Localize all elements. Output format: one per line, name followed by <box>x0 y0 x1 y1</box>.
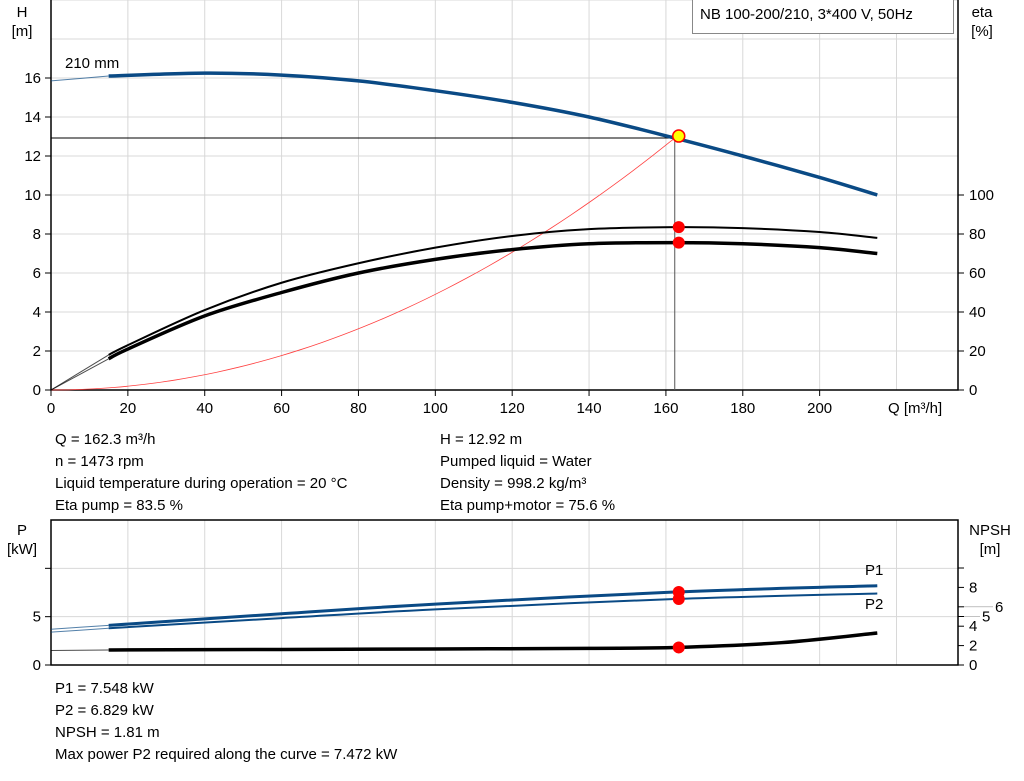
info-p2: P2 = 6.829 kW <box>55 702 154 719</box>
npsh-marker <box>672 641 685 654</box>
p1-label: P1 <box>865 562 883 579</box>
p2-marker <box>672 592 685 605</box>
y-axis-label: [kW] <box>7 541 37 558</box>
y-tick-label: 12 <box>24 148 41 165</box>
x-tick-label: 40 <box>196 400 213 417</box>
info-q: Q = 162.3 m³/h <box>55 431 156 448</box>
head-curve <box>108 71 878 197</box>
y-axis-label: P <box>17 522 27 539</box>
y-tick-label: 14 <box>24 109 41 126</box>
y-axis-label: H <box>17 4 28 21</box>
info-eta-pump-motor: Eta pump+motor = 75.6 % <box>440 497 616 514</box>
eta-pump-motor-marker <box>672 236 685 249</box>
system-curve <box>50 137 676 391</box>
y-right-tick-label: 40 <box>969 304 986 321</box>
npsh-curve <box>108 631 878 652</box>
info-p1: P1 = 7.548 kW <box>55 680 154 697</box>
y-right-axis-label: NPSH <box>969 522 1011 539</box>
y-right-tick-label: 100 <box>969 187 994 204</box>
info-density: Density = 998.2 kg/m³ <box>440 475 587 492</box>
info-temp: Liquid temperature during operation = 20… <box>55 475 348 492</box>
y-right-tick-label: 2 <box>969 638 977 655</box>
p1-curve-extension <box>50 624 109 630</box>
y-right-tick-label: 80 <box>969 226 986 243</box>
x-tick-label: 120 <box>500 400 525 417</box>
y-tick-label: 4 <box>33 304 41 321</box>
chart-title: NB 100-200/210, 3*400 V, 50Hz <box>700 6 913 23</box>
y-right-axis-label: eta <box>972 4 994 21</box>
info-n: n = 1473 rpm <box>55 453 144 470</box>
p1-curve <box>108 584 878 627</box>
eta-pump-motor-curve <box>107 240 878 361</box>
info-bottom: P1 = 7.548 kW P2 = 6.829 kW NPSH = 1.81 … <box>55 678 397 766</box>
info-liquid: Pumped liquid = Water <box>440 453 592 470</box>
y-right-tick-label: 0 <box>969 657 977 674</box>
eta-pump-curve <box>108 226 878 356</box>
info-top-left: Q = 162.3 m³/h n = 1473 rpm Liquid tempe… <box>55 429 347 517</box>
y-tick-label: 10 <box>24 187 41 204</box>
y-right-tick-label: 0 <box>969 382 977 399</box>
p2-label: P2 <box>865 596 883 613</box>
x-tick-label: 60 <box>273 400 290 417</box>
y-tick-label: 16 <box>24 70 41 87</box>
y-tick-label: 6 <box>33 265 41 282</box>
x-tick-label: 20 <box>120 400 137 417</box>
y-axis-label: [m] <box>12 23 33 40</box>
p2-curve <box>108 592 878 630</box>
y-tick-label: 0 <box>33 382 41 399</box>
duty-point-marker <box>672 129 686 143</box>
y-right-axis-label: [%] <box>971 23 993 40</box>
x-tick-label: 160 <box>653 400 678 417</box>
eta-pump-marker <box>672 221 685 234</box>
info-max-p2: Max power P2 required along the curve = … <box>55 746 398 763</box>
y-tick-label: 5 <box>33 609 41 626</box>
y-right-tick-label: 60 <box>969 265 986 282</box>
x-tick-label: 100 <box>423 400 448 417</box>
y-right-tick-label: 6 <box>995 599 1003 616</box>
info-h: H = 12.92 m <box>440 431 523 448</box>
eta-pump-curve-extension <box>50 354 109 391</box>
y-right-tick-label: 8 <box>969 579 977 596</box>
y-right-tick-label: 5 <box>982 609 990 626</box>
y-right-tick-label: 20 <box>969 343 986 360</box>
x-tick-label: 80 <box>350 400 367 417</box>
y-tick-label: 2 <box>33 343 41 360</box>
plot-frame-bottom <box>50 519 959 666</box>
impeller-diameter-label: 210 mm <box>65 55 119 72</box>
x-tick-label: 200 <box>807 400 832 417</box>
y-tick-label: 0 <box>33 657 41 674</box>
info-eta-pump: Eta pump = 83.5 % <box>55 497 183 514</box>
x-tick-label: 140 <box>577 400 602 417</box>
chart-title-box: NB 100-200/210, 3*400 V, 50Hz <box>692 0 954 34</box>
y-right-tick-label: 4 <box>969 618 977 635</box>
eta-pump-motor-curve-extension <box>50 358 109 391</box>
x-axis-label: Q [m³/h] <box>888 400 942 417</box>
x-tick-label: 0 <box>47 400 55 417</box>
y-right-axis-label: [m] <box>980 541 1001 558</box>
head-curve-extension <box>50 75 109 82</box>
x-tick-label: 180 <box>730 400 755 417</box>
info-npsh: NPSH = 1.81 m <box>55 724 160 741</box>
p2-curve-extension <box>50 627 109 633</box>
y-tick-label: 8 <box>33 226 41 243</box>
info-top-right: H = 12.92 m Pumped liquid = Water Densit… <box>440 429 615 517</box>
